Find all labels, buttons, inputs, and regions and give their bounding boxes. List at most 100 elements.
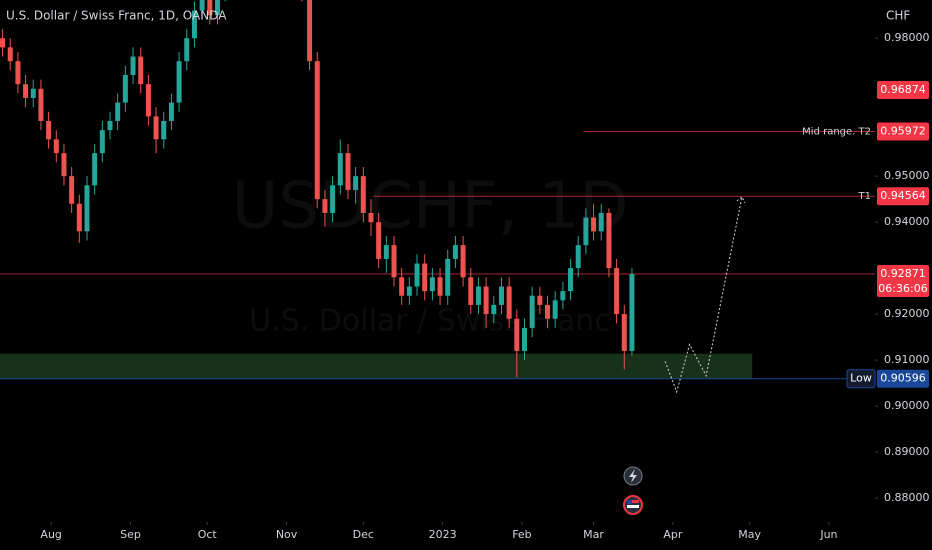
y-tick-label: 0.91000 <box>884 353 930 366</box>
candle-body <box>621 314 627 351</box>
flag-stripe <box>627 505 639 508</box>
candle-body <box>7 47 13 62</box>
y-tick-label: 0.88000 <box>884 491 930 504</box>
candle-body <box>598 212 604 232</box>
candle-body <box>214 0 220 16</box>
candle-body <box>69 176 75 204</box>
y-tick-label: 0.95000 <box>884 169 930 182</box>
watermark-subtitle: U.S. Dollar / Swiss Franc <box>249 304 611 339</box>
price-label-box <box>877 122 929 141</box>
candle-body <box>422 263 428 292</box>
level-name: T1 <box>858 191 871 202</box>
x-tick-label: Sep <box>120 528 141 541</box>
candle-body <box>445 258 451 296</box>
x-tick-label: Feb <box>512 528 531 541</box>
candle-body <box>514 318 520 351</box>
level-name-box <box>846 369 876 389</box>
candle-body <box>115 102 121 121</box>
x-tick-label: 2023 <box>429 528 457 541</box>
candle-body <box>521 327 527 351</box>
candle-body <box>314 61 320 200</box>
candle-body <box>145 84 151 117</box>
candle-body <box>84 185 90 232</box>
candle-body <box>406 286 412 296</box>
candle-body <box>629 274 635 351</box>
y-tick-label: 0.94000 <box>884 215 930 228</box>
axes: 0.98000 0.95000 0.94000 0.92000 0.91000 0.900… <box>40 31 929 541</box>
candle-body <box>475 286 481 305</box>
candle-body <box>568 268 574 292</box>
candle-body <box>330 185 336 213</box>
candle-body <box>606 212 612 269</box>
candle-body <box>506 286 512 319</box>
candle-body <box>99 130 105 154</box>
candle-body <box>191 10 197 39</box>
candle-body <box>61 153 67 177</box>
x-tick-label: May <box>738 528 761 541</box>
candle-body <box>38 88 44 121</box>
price-label-box <box>877 187 929 206</box>
candle-body <box>153 116 159 140</box>
x-tick-label: Mar <box>583 528 604 541</box>
candle-body <box>0 38 6 48</box>
candle-body <box>138 56 144 85</box>
price-label: 0.94564 <box>880 189 926 202</box>
candle-body <box>414 263 420 287</box>
watermark: USDCHF, 1D <box>231 170 628 244</box>
y-tick-label: 0.98000 <box>884 31 930 44</box>
candle-body <box>368 212 374 223</box>
lightning <box>629 469 637 483</box>
candle-body <box>529 295 535 328</box>
candle-body <box>122 74 128 103</box>
x-tick-label: Oct <box>198 528 218 541</box>
candle-body <box>491 304 497 315</box>
currency: CHF <box>886 9 910 23</box>
event-icon[interactable] <box>623 495 643 515</box>
x-tick-label: Aug <box>40 528 61 541</box>
candle-body <box>383 245 389 259</box>
candle-body <box>353 176 359 190</box>
candle-body <box>552 300 558 319</box>
candle-body <box>92 153 98 186</box>
candle-body <box>583 217 589 246</box>
x-tick-label: Nov <box>276 528 298 541</box>
price-label: 0.92871 <box>880 267 926 280</box>
price-label-box <box>877 80 929 99</box>
price-label-box <box>877 265 929 298</box>
candle-body <box>452 245 458 259</box>
candle-body <box>498 286 504 305</box>
y-tick-label: 0.92000 <box>884 307 930 320</box>
flag-stripe <box>627 500 639 503</box>
plot-area <box>0 0 875 394</box>
candle-body <box>429 277 435 292</box>
level-name: Mid range. T2 <box>802 126 871 137</box>
candle-body <box>560 291 566 301</box>
alert-icon[interactable] <box>623 466 643 486</box>
flag-canton <box>627 500 632 504</box>
projection-path <box>664 196 743 394</box>
price-label-box <box>877 369 929 388</box>
candle-body <box>575 245 581 269</box>
candle-body <box>130 56 136 75</box>
candle-body <box>46 120 52 140</box>
chart-title: U.S. Dollar / Swiss Franc, 1D, OANDA <box>6 9 227 23</box>
candle-body <box>15 61 21 85</box>
candle-body <box>168 102 174 121</box>
candle-body <box>537 295 543 305</box>
price-label: 0.90596 <box>880 372 926 385</box>
support-zone <box>0 353 753 379</box>
y-tick-label: 0.90000 <box>884 399 930 412</box>
x-tick-label: Dec <box>353 528 374 541</box>
candle-body <box>468 277 474 305</box>
y-tick-label: 0.89000 <box>884 445 930 458</box>
candle-body <box>53 139 59 154</box>
candle-body <box>30 88 36 98</box>
candle-body <box>184 38 190 62</box>
candle-body <box>161 120 167 140</box>
x-tick-label: Jun <box>819 528 837 541</box>
level-name: Low <box>850 372 872 385</box>
candle-body <box>176 61 182 103</box>
candle-body <box>376 222 382 259</box>
